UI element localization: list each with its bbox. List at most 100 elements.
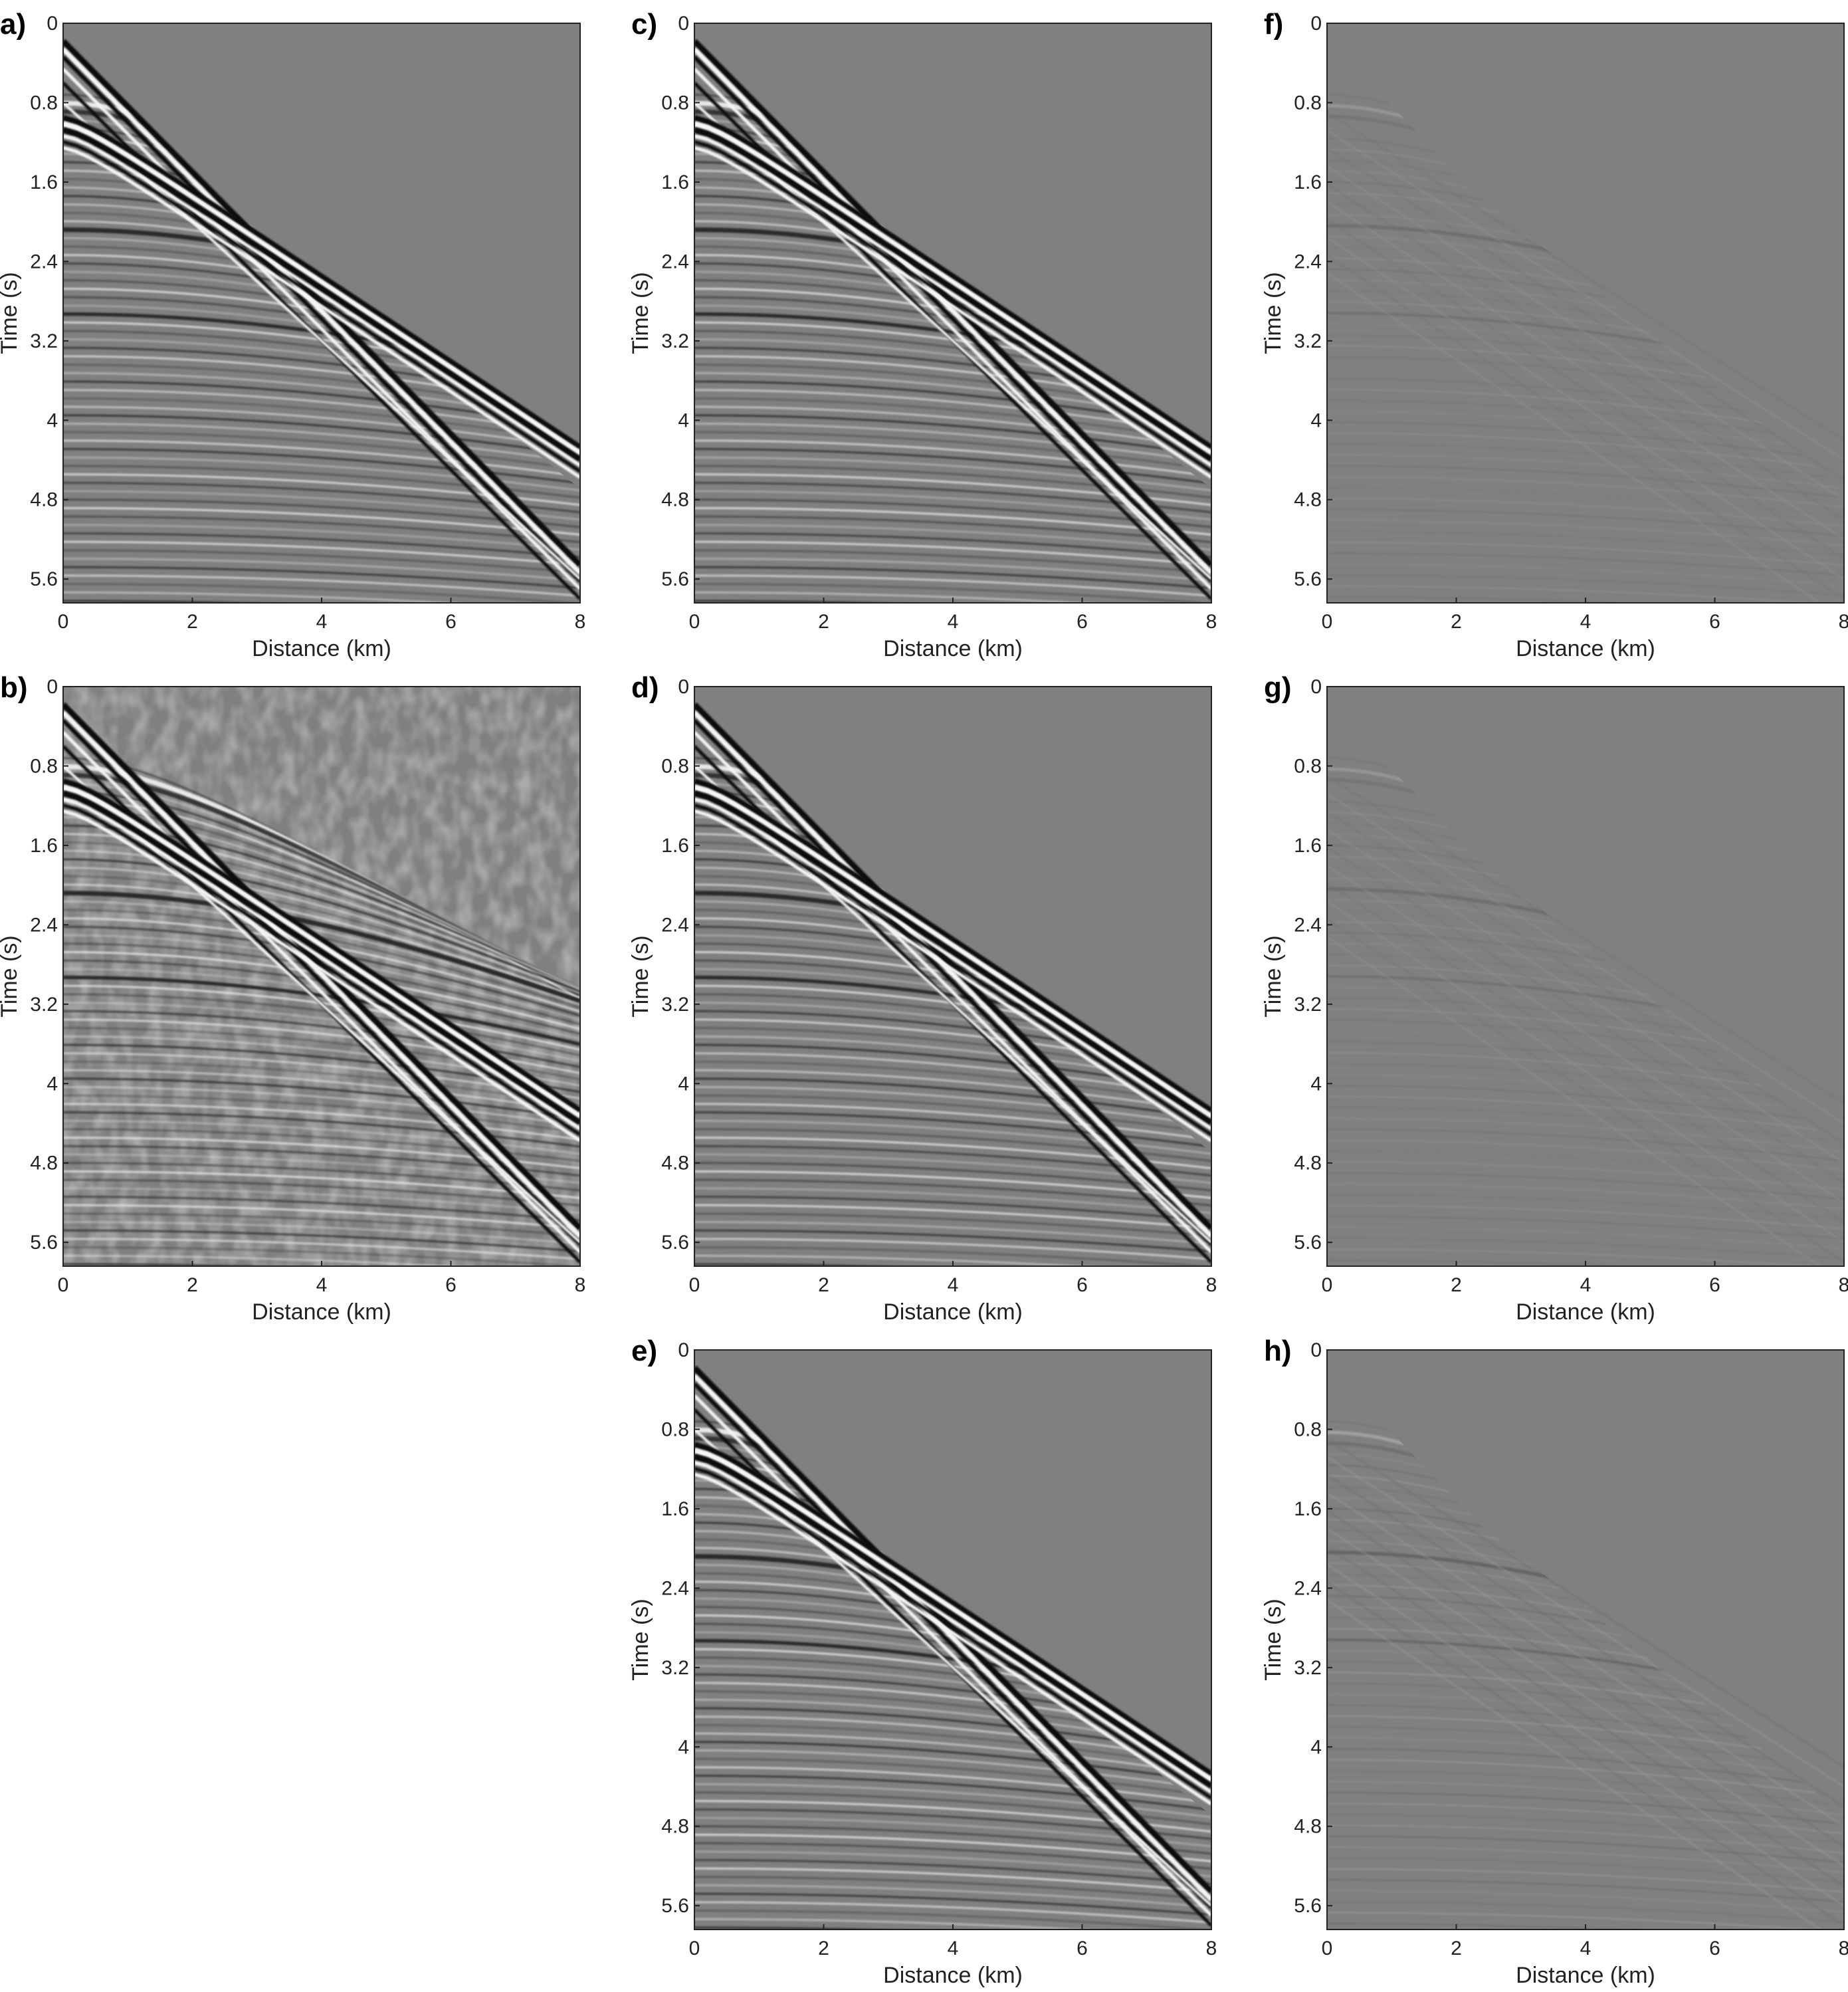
y-tick-label: 3.2 bbox=[661, 330, 689, 352]
reflection-event bbox=[1327, 1063, 1844, 1108]
reflection-event bbox=[63, 669, 580, 683]
reflection-event bbox=[694, 1884, 1211, 1908]
reflection-event bbox=[1327, 487, 1844, 518]
y-tick-label: 0 bbox=[47, 676, 58, 698]
y-tick-label: 3.2 bbox=[1294, 330, 1322, 352]
reflection-event bbox=[694, 1757, 1211, 1797]
reflection-event bbox=[1327, 498, 1844, 527]
x-tick-label: 2 bbox=[818, 1274, 829, 1296]
x-axis-label: Distance (km) bbox=[1516, 1299, 1655, 1325]
x-tick-label: 0 bbox=[689, 1937, 700, 1959]
reflection-event bbox=[1327, 1106, 1844, 1143]
reflection-event bbox=[63, 549, 580, 574]
reflection-event bbox=[1327, 1216, 1844, 1240]
x-tick-label: 0 bbox=[58, 1274, 69, 1296]
reflection-event bbox=[63, 841, 580, 990]
refracted-arrival bbox=[694, 1454, 1211, 1789]
residual-energy bbox=[1327, 1527, 1844, 1867]
x-axis-label: Distance (km) bbox=[252, 636, 391, 661]
y-tick-label: 0 bbox=[1310, 1339, 1322, 1361]
reflection-event bbox=[1327, 1194, 1844, 1220]
reflection-event bbox=[63, 448, 580, 485]
reflection-event bbox=[1327, 1051, 1844, 1099]
reflection-event bbox=[1327, 1172, 1844, 1200]
reflection-event bbox=[694, 1910, 1211, 1930]
y-tick-label: 0 bbox=[47, 13, 58, 35]
direct-arrival bbox=[63, 55, 580, 583]
y-tick-label: 4.8 bbox=[661, 1153, 689, 1174]
reflection-event bbox=[63, 900, 580, 1006]
residual-energy bbox=[1327, 792, 1844, 1125]
y-tick-label: 5.6 bbox=[30, 568, 58, 590]
reflection-event bbox=[694, 1876, 1211, 1901]
x-tick-label: 4 bbox=[948, 1274, 959, 1296]
reflection-event bbox=[1327, 1726, 1844, 1771]
y-tick-label: 3.2 bbox=[1294, 1657, 1322, 1679]
reflection-event bbox=[1327, 1737, 1844, 1780]
reflection-event bbox=[694, 1103, 1211, 1141]
x-tick-label: 0 bbox=[689, 1274, 700, 1296]
direct-arrival bbox=[694, 730, 1211, 1254]
reflection-event bbox=[694, 566, 1211, 590]
reflection-event bbox=[694, 1094, 1211, 1134]
reflection-event bbox=[63, 875, 580, 997]
reflection-event bbox=[63, 1103, 580, 1141]
refracted-arrival bbox=[694, 1472, 1211, 1806]
reflection-event bbox=[694, 591, 1095, 603]
y-tick-label: 0.8 bbox=[1294, 1418, 1322, 1440]
reflection-event bbox=[694, 1749, 1211, 1790]
direct-arrival bbox=[694, 1394, 1211, 1917]
y-tick-label: 2.4 bbox=[1294, 914, 1322, 936]
x-tick-label: 0 bbox=[1322, 1274, 1333, 1296]
direct-arrival bbox=[694, 39, 1211, 568]
reflection-event bbox=[694, 1085, 1211, 1127]
y-tick-label: 0.8 bbox=[1294, 92, 1322, 114]
reflection-event bbox=[694, 431, 1211, 471]
reflection-event bbox=[1327, 574, 1844, 596]
reflection-event bbox=[63, 993, 580, 1057]
reflection-event bbox=[63, 583, 580, 603]
y-tick-label: 4.8 bbox=[30, 1153, 58, 1174]
y-tick-label: 1.6 bbox=[30, 835, 58, 857]
y-tick-label: 2.4 bbox=[30, 251, 58, 273]
reflection-event bbox=[694, 1204, 1211, 1230]
residual-energy bbox=[1327, 936, 1822, 1266]
y-axis-label: Time (s) bbox=[628, 935, 653, 1017]
y-axis-label: Time (s) bbox=[0, 935, 22, 1017]
reflection-event bbox=[1327, 1803, 1844, 1834]
reflection-event bbox=[694, 1850, 1211, 1878]
reflection-event bbox=[1327, 410, 1844, 453]
seismic-image-e bbox=[694, 1350, 1211, 1930]
reflection-event bbox=[1327, 388, 1844, 436]
reflection-event bbox=[63, 422, 580, 463]
reflection-event bbox=[63, 414, 580, 457]
direct-arrival bbox=[63, 730, 580, 1254]
x-tick-label: 0 bbox=[58, 611, 69, 633]
refracted-arrival bbox=[694, 140, 1211, 473]
y-tick-label: 5.6 bbox=[1294, 1895, 1322, 1917]
x-tick-label: 6 bbox=[1709, 1937, 1720, 1959]
reflection-event bbox=[694, 1842, 1211, 1870]
seismic-image-g bbox=[1327, 687, 1844, 1266]
reflection-event bbox=[63, 591, 464, 603]
reflection-event bbox=[694, 1766, 1211, 1804]
x-axis-label: Distance (km) bbox=[1516, 636, 1655, 661]
refracted-arrival bbox=[694, 778, 1211, 1114]
residual-energy bbox=[1327, 882, 1844, 1224]
x-tick-label: 8 bbox=[1206, 611, 1217, 633]
reflection-event bbox=[694, 506, 1211, 536]
y-tick-label: 0 bbox=[678, 676, 689, 698]
reflection-event bbox=[694, 1077, 1211, 1120]
y-tick-label: 4.8 bbox=[1294, 1153, 1322, 1174]
reflection-event bbox=[694, 1254, 1095, 1266]
residual-energy bbox=[1327, 846, 1844, 1184]
reflection-event bbox=[63, 397, 580, 443]
reflection-event bbox=[63, 1178, 580, 1207]
y-tick-label: 1.6 bbox=[1294, 835, 1322, 857]
y-tick-label: 4 bbox=[1310, 1073, 1322, 1095]
residual-energy bbox=[1327, 1492, 1844, 1827]
y-axis-label: Time (s) bbox=[628, 1599, 653, 1680]
residual-energy bbox=[1327, 201, 1844, 540]
reflection-event bbox=[694, 669, 1211, 683]
reflection-event bbox=[1327, 1813, 1844, 1844]
